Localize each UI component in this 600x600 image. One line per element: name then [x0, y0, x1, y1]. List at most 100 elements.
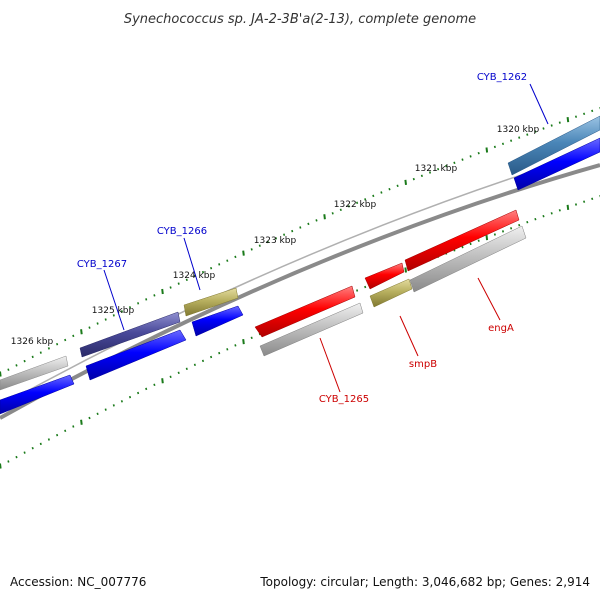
- inner-ring-minor-tick: [31, 446, 34, 450]
- outer-ring-minor-tick: [591, 109, 594, 113]
- label-enga[interactable]: engA: [488, 323, 514, 334]
- outer-ring-major-tick: [323, 214, 326, 220]
- outer-ring-minor-tick: [112, 314, 115, 317]
- outer-ring-minor-tick: [534, 130, 537, 133]
- gene-cyb-1267[interactable]: [79, 311, 181, 358]
- inner-ring-minor-tick: [591, 197, 594, 201]
- outer-ring-minor-tick: [550, 124, 553, 127]
- map-title: Synechococcus sp. JA-2-3B'a(2-13), compl…: [124, 12, 476, 27]
- inner-ring-minor-tick: [558, 209, 561, 212]
- gene-grey-2[interactable]: [409, 225, 527, 293]
- cds-forward-2[interactable]: [191, 305, 244, 337]
- outer-ring-minor-tick: [518, 136, 521, 139]
- gene-red-smpb[interactable]: [364, 262, 405, 290]
- cds-forward-1[interactable]: [513, 137, 600, 191]
- inner-ring-minor-tick: [47, 438, 50, 441]
- outer-ring-minor-tick: [145, 298, 148, 301]
- outer-ring-minor-tick: [234, 255, 237, 259]
- outer-ring-minor-tick: [372, 194, 375, 198]
- inner-ring-minor-tick: [15, 455, 18, 459]
- gene-red-cyb-1265[interactable]: [254, 285, 356, 338]
- outer-ring-minor-tick: [477, 151, 480, 155]
- outer-ring-major-tick: [161, 288, 164, 295]
- outer-ring-minor-tick: [274, 237, 278, 240]
- inner-ring-minor-tick: [461, 245, 464, 249]
- cds-forward-3[interactable]: [85, 329, 187, 381]
- outer-ring-minor-tick: [558, 121, 561, 124]
- outer-ring-minor-tick: [177, 282, 180, 285]
- inner-ring-minor-tick: [234, 344, 237, 347]
- outer-ring-minor-tick: [23, 359, 26, 363]
- outer-ring-major-tick: [0, 371, 2, 377]
- backbone-line-lower: [0, 163, 600, 420]
- gene-grey-1[interactable]: [259, 302, 364, 357]
- leader-enga: [477, 277, 501, 321]
- outer-ring-minor-tick: [193, 274, 196, 278]
- gene-red-enga[interactable]: [404, 209, 520, 272]
- outer-ring-minor-tick: [315, 219, 318, 222]
- inner-ring-minor-tick: [201, 359, 205, 363]
- inner-ring-minor-tick: [493, 233, 496, 236]
- inner-ring-minor-tick: [469, 242, 472, 246]
- leader-cyb-1265: [319, 337, 341, 393]
- outer-ring-minor-tick: [218, 263, 221, 266]
- outer-ring-minor-tick: [153, 294, 156, 297]
- inner-ring-minor-tick: [145, 387, 148, 391]
- gene-cyb-1262[interactable]: [507, 115, 600, 176]
- gene-olive-1[interactable]: [369, 278, 413, 308]
- gene-cyb-1266[interactable]: [183, 287, 239, 317]
- outer-ring-minor-tick: [226, 259, 229, 262]
- outer-ring-minor-tick: [501, 142, 505, 146]
- outer-ring-minor-tick: [210, 266, 213, 270]
- inner-ring-minor-tick: [534, 217, 537, 221]
- inner-ring-major-tick: [404, 267, 407, 273]
- tick-label-1323: 1323 kbp: [254, 236, 297, 246]
- label-smpb[interactable]: smpB: [409, 359, 437, 370]
- label-cyb-1266[interactable]: CYB_1266: [157, 226, 207, 237]
- outer-ring-minor-tick: [526, 133, 529, 136]
- backbone-line-upper: [0, 149, 600, 407]
- label-leaders: [103, 83, 549, 393]
- outer-ring-minor-tick: [542, 127, 545, 130]
- genome-backbone: [0, 149, 600, 420]
- outer-ring-minor-tick: [493, 145, 496, 149]
- outer-ring-minor-tick: [15, 364, 18, 367]
- inner-ring-minor-tick: [218, 351, 221, 355]
- inner-ring-major-tick: [0, 463, 2, 469]
- outer-ring-minor-tick: [64, 338, 67, 342]
- topology-summary: Topology: circular; Length: 3,046,682 bp…: [259, 575, 590, 589]
- inner-ring-minor-tick: [550, 212, 553, 215]
- cds-forward-4[interactable]: [0, 374, 75, 415]
- tick-label-1320: 1320 kbp: [497, 125, 540, 135]
- label-cyb-1267[interactable]: CYB_1267: [77, 259, 127, 270]
- outer-ring-minor-tick: [380, 191, 383, 194]
- inner-ring-minor-tick: [210, 355, 213, 359]
- inner-ring-minor-tick: [88, 416, 91, 420]
- inner-ring-minor-tick: [177, 371, 180, 375]
- inner-ring-minor-tick: [64, 429, 67, 433]
- inner-ring-minor-tick: [7, 460, 10, 463]
- inner-ring-minor-tick: [574, 203, 578, 206]
- inner-ring-minor-tick: [39, 442, 42, 446]
- scale-labels: 1320 kbp 1321 kbp 1322 kbp 1323 kbp 1324…: [11, 125, 540, 347]
- inner-ring-minor-tick: [193, 363, 196, 367]
- outer-ring-major-tick: [566, 116, 570, 123]
- outer-ring-minor-tick: [299, 226, 302, 229]
- label-cyb-1265[interactable]: CYB_1265: [319, 394, 369, 405]
- inner-ring-minor-tick: [510, 227, 513, 230]
- inner-ring-minor-tick: [153, 383, 156, 387]
- inner-ring-minor-tick: [56, 433, 59, 437]
- inner-ring-minor-tick: [23, 451, 26, 454]
- gene-grey-left-top[interactable]: [0, 355, 69, 391]
- outer-ring-minor-tick: [331, 212, 334, 215]
- outer-ring-minor-tick: [347, 205, 350, 208]
- inner-ring-minor-tick: [501, 230, 505, 233]
- outer-ring-minor-tick: [120, 310, 123, 313]
- outer-ring-minor-tick: [339, 208, 342, 212]
- outer-ring-minor-tick: [437, 167, 440, 171]
- label-cyb-1262[interactable]: CYB_1262: [477, 72, 527, 83]
- outer-ring-minor-tick: [266, 240, 269, 244]
- feature-track-inner: [0, 137, 600, 415]
- inner-ring-minor-tick: [185, 367, 188, 371]
